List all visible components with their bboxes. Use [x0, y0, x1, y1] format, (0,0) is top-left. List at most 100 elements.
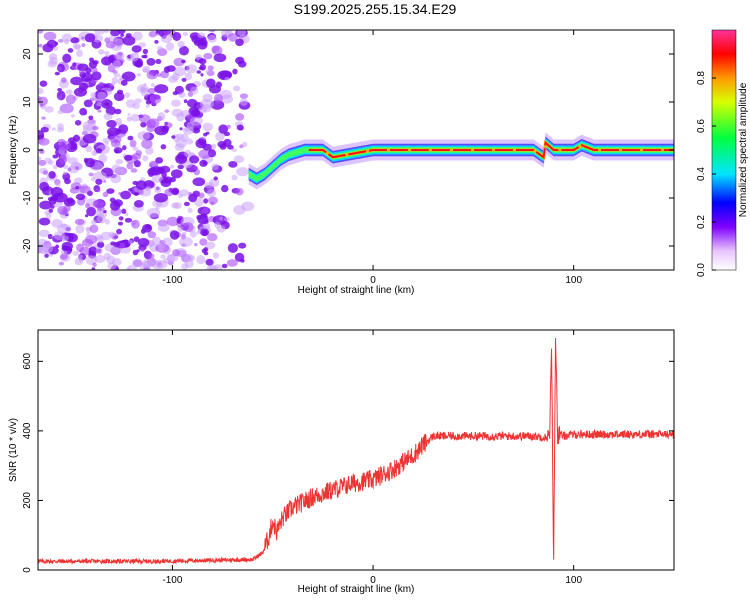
noise-blob — [148, 31, 157, 38]
noise-blob — [215, 81, 223, 88]
noise-blob — [47, 160, 54, 166]
noise-blob — [43, 31, 57, 41]
noise-blob — [170, 169, 183, 179]
noise-blob — [177, 40, 185, 48]
noise-blob — [54, 180, 61, 187]
noise-blob — [202, 230, 208, 236]
noise-blob — [135, 149, 142, 156]
noise-blob — [85, 203, 91, 209]
noise-blob — [157, 73, 162, 77]
noise-blob — [72, 134, 81, 142]
noise-blob — [84, 33, 96, 43]
noise-blob — [72, 250, 80, 256]
colorbar-tick-label: 0.6 — [696, 119, 707, 133]
noise-blob — [129, 139, 137, 148]
noise-blob — [149, 70, 154, 75]
noise-blob — [154, 185, 162, 194]
noise-blob — [238, 242, 247, 249]
noise-blob — [235, 113, 245, 121]
noise-blob — [85, 67, 92, 74]
noise-blob — [160, 254, 166, 259]
noise-blob — [38, 137, 50, 146]
colorbar-tick-label: 0.2 — [696, 215, 707, 229]
noise-blob — [166, 65, 176, 72]
noise-blob — [127, 112, 131, 117]
noise-blob — [140, 248, 145, 252]
noise-blob — [70, 37, 80, 44]
noise-blob — [216, 225, 226, 233]
noise-blob — [97, 235, 104, 243]
noise-blob — [88, 115, 94, 121]
noise-blob — [62, 53, 72, 63]
noise-blob — [198, 66, 204, 70]
noise-blob — [183, 253, 194, 262]
noise-blob — [126, 116, 132, 122]
colorbar-tick-label: 0.0 — [696, 263, 707, 277]
noise-blob — [39, 200, 52, 210]
noise-blob — [155, 157, 164, 164]
noise-blob — [115, 159, 124, 165]
noise-blob — [72, 62, 77, 67]
noise-blob — [118, 124, 129, 135]
noise-blob — [79, 107, 88, 116]
noise-blob — [212, 252, 220, 259]
noise-blob — [200, 207, 209, 214]
noise-blob — [183, 99, 188, 104]
noise-blob — [92, 262, 97, 268]
noise-blob — [38, 229, 50, 238]
noise-blob — [38, 96, 48, 106]
noise-blob — [145, 104, 150, 108]
noise-blob — [79, 185, 91, 194]
noise-blob — [123, 154, 133, 161]
noise-blob — [151, 259, 164, 270]
noise-blob — [92, 60, 99, 65]
noise-blob — [165, 42, 175, 51]
noise-blob — [96, 101, 102, 107]
noise-blob — [103, 252, 111, 260]
noise-blob — [86, 206, 97, 217]
noise-blob — [81, 36, 85, 40]
noise-blob — [190, 86, 199, 95]
noise-blob — [105, 106, 116, 116]
noise-blob — [157, 46, 163, 51]
noise-blob — [57, 95, 63, 100]
noise-blob — [111, 164, 122, 174]
noise-blob — [159, 219, 165, 223]
noise-blob — [139, 263, 151, 270]
noise-blob — [124, 242, 129, 247]
noise-blob — [141, 138, 153, 149]
noise-blob — [97, 109, 102, 113]
noise-blob — [98, 81, 104, 87]
noise-blob — [127, 135, 134, 141]
noise-blob — [142, 65, 151, 73]
noise-blob — [130, 168, 138, 173]
noise-blob — [169, 164, 175, 169]
noise-blob — [194, 242, 198, 247]
noise-blob — [172, 188, 179, 195]
signal-outer-band — [248, 136, 674, 186]
noise-blob — [201, 42, 205, 46]
noise-blob — [169, 230, 180, 240]
noise-blob — [120, 190, 132, 200]
noise-blob — [171, 135, 176, 139]
spectrogram-ytick-label: -10 — [22, 190, 33, 205]
noise-blob — [104, 30, 110, 33]
noise-blob — [106, 127, 120, 137]
noise-blob — [171, 99, 181, 107]
noise-blob — [223, 138, 232, 147]
snr-xtick-label: -100 — [162, 575, 182, 586]
noise-blob — [38, 43, 43, 48]
noise-blob — [57, 88, 62, 92]
noise-blob — [40, 126, 49, 133]
noise-blob — [95, 188, 101, 193]
noise-blob — [198, 58, 207, 65]
noise-blob — [120, 33, 125, 38]
noise-blob — [85, 145, 93, 153]
noise-blob — [42, 43, 54, 53]
noise-blob — [122, 145, 127, 151]
noise-blob — [193, 165, 199, 171]
noise-blob — [68, 164, 80, 174]
spectrogram-ytick-label: -20 — [22, 238, 33, 253]
noise-blob — [242, 141, 248, 148]
noise-blob — [62, 209, 68, 216]
